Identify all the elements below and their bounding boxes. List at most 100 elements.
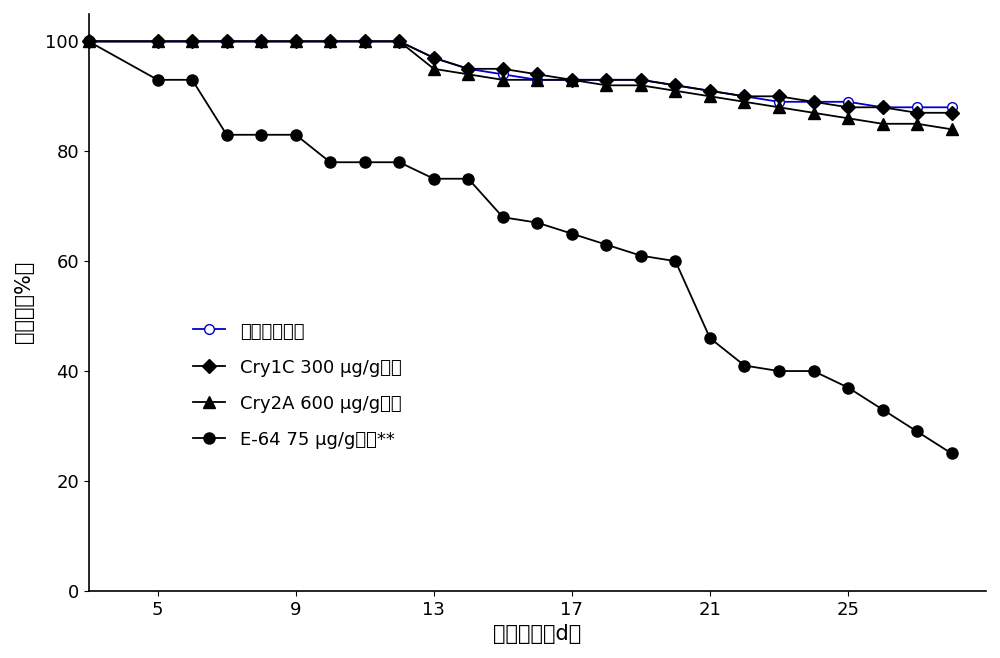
E-64 75 μg/g饲料** — [324, 159, 336, 166]
对照：纯饲料 — [877, 103, 889, 111]
Cry2A 600 μg/g饲料 — [704, 92, 716, 100]
Cry1C 300 μg/g饲料 — [911, 109, 923, 116]
E-64 75 μg/g饲料** — [738, 362, 750, 370]
Cry2A 600 μg/g饲料 — [946, 125, 958, 133]
Cry2A 600 μg/g饲料 — [635, 82, 647, 89]
E-64 75 μg/g饲料** — [704, 334, 716, 342]
Cry2A 600 μg/g饲料 — [462, 70, 474, 78]
Cry1C 300 μg/g饲料 — [497, 65, 509, 73]
对照：纯饲料 — [531, 76, 543, 84]
Cry1C 300 μg/g饲料 — [83, 38, 95, 45]
E-64 75 μg/g饲料** — [773, 367, 785, 375]
Cry1C 300 μg/g饲料 — [359, 38, 371, 45]
Cry1C 300 μg/g饲料 — [531, 70, 543, 78]
Legend: 对照：纯饲料, Cry1C 300 μg/g饲料, Cry2A 600 μg/g饲料, E-64 75 μg/g饲料**: 对照：纯饲料, Cry1C 300 μg/g饲料, Cry2A 600 μg/g… — [187, 316, 407, 455]
Cry2A 600 μg/g饲料 — [152, 38, 164, 45]
Cry2A 600 μg/g饲料 — [290, 38, 302, 45]
Cry2A 600 μg/g饲料 — [83, 38, 95, 45]
Cry1C 300 μg/g饲料 — [152, 38, 164, 45]
Cry2A 600 μg/g饲料 — [497, 76, 509, 84]
对照：纯饲料 — [221, 38, 233, 45]
对照：纯饲料 — [497, 70, 509, 78]
Cry1C 300 μg/g饲料 — [635, 76, 647, 84]
E-64 75 μg/g饲料** — [359, 159, 371, 166]
Cry2A 600 μg/g饲料 — [221, 38, 233, 45]
对照：纯饲料 — [462, 65, 474, 73]
Cry1C 300 μg/g饲料 — [842, 103, 854, 111]
Cry1C 300 μg/g饲料 — [773, 92, 785, 100]
Cry1C 300 μg/g饲料 — [428, 54, 440, 62]
E-64 75 μg/g饲料** — [946, 449, 958, 457]
对照：纯饲料 — [911, 103, 923, 111]
对照：纯饲料 — [566, 76, 578, 84]
对照：纯饲料 — [152, 38, 164, 45]
Cry2A 600 μg/g饲料 — [255, 38, 267, 45]
E-64 75 μg/g饲料** — [497, 213, 509, 221]
Cry2A 600 μg/g饲料 — [773, 103, 785, 111]
对照：纯饲料 — [808, 98, 820, 106]
Cry1C 300 μg/g饲料 — [738, 92, 750, 100]
Cry1C 300 μg/g饲料 — [669, 82, 681, 89]
E-64 75 μg/g饲料** — [669, 257, 681, 265]
E-64 75 μg/g饲料** — [255, 131, 267, 139]
对照：纯饲料 — [290, 38, 302, 45]
对照：纯饲料 — [635, 76, 647, 84]
Cry1C 300 μg/g饲料 — [186, 38, 198, 45]
对照：纯饲料 — [738, 92, 750, 100]
E-64 75 μg/g饲料** — [221, 131, 233, 139]
Cry1C 300 μg/g饲料 — [221, 38, 233, 45]
对照：纯饲料 — [393, 38, 405, 45]
对照：纯饲料 — [704, 87, 716, 95]
对照：纯饲料 — [669, 82, 681, 89]
对照：纯饲料 — [946, 103, 958, 111]
E-64 75 μg/g饲料** — [83, 38, 95, 45]
对照：纯饲料 — [83, 38, 95, 45]
Cry2A 600 μg/g饲料 — [531, 76, 543, 84]
Cry1C 300 μg/g饲料 — [704, 87, 716, 95]
E-64 75 μg/g饲料** — [290, 131, 302, 139]
Line: 对照：纯饲料: 对照：纯饲料 — [84, 36, 956, 112]
Cry1C 300 μg/g饲料 — [255, 38, 267, 45]
Cry2A 600 μg/g饲料 — [428, 65, 440, 73]
E-64 75 μg/g饲料** — [462, 175, 474, 183]
Line: Cry1C 300 μg/g饲料: Cry1C 300 μg/g饲料 — [84, 36, 956, 118]
Cry2A 600 μg/g饲料 — [738, 98, 750, 106]
E-64 75 μg/g饲料** — [152, 76, 164, 84]
E-64 75 μg/g饲料** — [531, 218, 543, 226]
X-axis label: 取食时间（d）: 取食时间（d） — [493, 624, 581, 644]
Line: Cry2A 600 μg/g饲料: Cry2A 600 μg/g饲料 — [83, 36, 957, 135]
Cry1C 300 μg/g饲料 — [946, 109, 958, 116]
对照：纯饲料 — [842, 98, 854, 106]
Cry2A 600 μg/g饲料 — [324, 38, 336, 45]
对照：纯饲料 — [359, 38, 371, 45]
Cry1C 300 μg/g饲料 — [600, 76, 612, 84]
E-64 75 μg/g饲料** — [566, 230, 578, 238]
对照：纯饲料 — [600, 76, 612, 84]
Cry1C 300 μg/g饲料 — [462, 65, 474, 73]
对照：纯饲料 — [773, 98, 785, 106]
Cry2A 600 μg/g饲料 — [566, 76, 578, 84]
Cry2A 600 μg/g饲料 — [842, 114, 854, 122]
E-64 75 μg/g饲料** — [186, 76, 198, 84]
Cry1C 300 μg/g饲料 — [290, 38, 302, 45]
Y-axis label: 生存率（%）: 生存率（%） — [14, 261, 34, 343]
E-64 75 μg/g饲料** — [635, 252, 647, 260]
对照：纯饲料 — [255, 38, 267, 45]
对照：纯饲料 — [186, 38, 198, 45]
Line: E-64 75 μg/g饲料**: E-64 75 μg/g饲料** — [83, 36, 957, 459]
Cry1C 300 μg/g饲料 — [808, 98, 820, 106]
E-64 75 μg/g饲料** — [877, 405, 889, 413]
E-64 75 μg/g饲料** — [808, 367, 820, 375]
Cry2A 600 μg/g饲料 — [911, 120, 923, 128]
Cry2A 600 μg/g饲料 — [877, 120, 889, 128]
E-64 75 μg/g饲料** — [393, 159, 405, 166]
对照：纯饲料 — [428, 54, 440, 62]
Cry2A 600 μg/g饲料 — [359, 38, 371, 45]
Cry1C 300 μg/g饲料 — [324, 38, 336, 45]
Cry2A 600 μg/g饲料 — [393, 38, 405, 45]
E-64 75 μg/g饲料** — [428, 175, 440, 183]
对照：纯饲料 — [324, 38, 336, 45]
Cry1C 300 μg/g饲料 — [877, 103, 889, 111]
Cry1C 300 μg/g饲料 — [393, 38, 405, 45]
E-64 75 μg/g饲料** — [842, 384, 854, 392]
